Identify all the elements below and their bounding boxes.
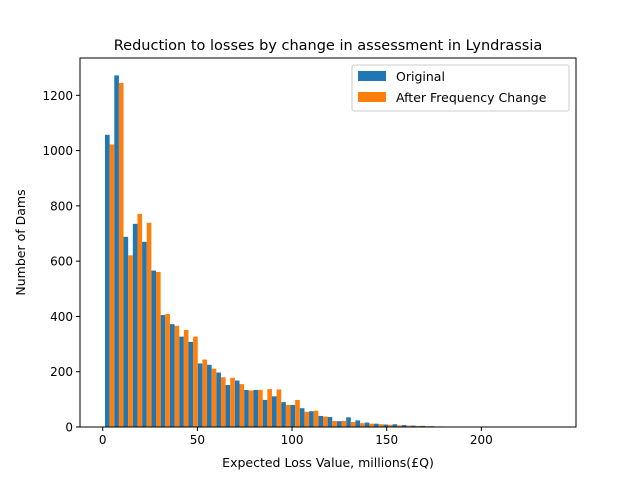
bar-series-1-bin-19 — [285, 404, 291, 427]
bar-series-0-bin-14 — [234, 380, 240, 427]
bar-series-0-bin-7 — [169, 324, 175, 427]
bar-series-1-bin-10 — [202, 359, 208, 427]
bars-group — [104, 75, 546, 427]
bar-series-1-bin-24 — [332, 420, 337, 427]
bar-series-0-bin-33 — [411, 425, 416, 427]
x-tick-label-3: 150 — [375, 433, 398, 447]
bar-series-1-bin-31 — [397, 425, 402, 427]
bar-series-0-bin-8 — [179, 336, 184, 427]
bar-series-1-bin-30 — [387, 424, 393, 427]
bar-series-1-bin-6 — [165, 313, 170, 427]
bar-series-1-bin-13 — [230, 377, 235, 427]
bar-series-0-bin-21 — [299, 408, 305, 427]
bar-series-0-bin-3 — [132, 223, 138, 427]
legend-swatch-0 — [358, 71, 386, 81]
plot-frame — [79, 57, 577, 428]
x-tick-label-4: 200 — [470, 433, 493, 447]
y-axis: 0 200 400 600 800 1000 1200 — [42, 89, 80, 435]
x-axis-label: Expected Loss Value, millions(£Q) — [222, 455, 434, 470]
bar-series-1-bin-32 — [406, 425, 412, 427]
bar-series-0-bin-5 — [151, 270, 157, 427]
bar-series-1-bin-4 — [146, 222, 152, 427]
y-tick-label-3: 600 — [50, 255, 73, 269]
y-tick-label-4: 800 — [50, 199, 73, 213]
bar-series-1-bin-2 — [128, 255, 133, 427]
bar-series-0-bin-31 — [392, 424, 398, 427]
bar-series-1-bin-5 — [156, 271, 161, 427]
legend-label-0: Original — [396, 69, 445, 84]
bar-series-0-bin-1 — [114, 75, 119, 427]
x-axis: 0 50 100 150 200 — [99, 427, 493, 447]
x-tick-label-2: 100 — [281, 433, 304, 447]
bar-series-1-bin-23 — [322, 416, 328, 427]
bar-series-0-bin-34 — [420, 425, 426, 427]
bar-series-0-bin-22 — [309, 411, 314, 427]
bar-series-0-bin-26 — [346, 417, 351, 427]
y-tick-label-6: 1200 — [42, 89, 73, 103]
bar-series-0-bin-11 — [207, 364, 212, 427]
bar-series-1-bin-26 — [350, 422, 356, 427]
x-tick-label-1: 50 — [190, 433, 205, 447]
bar-series-1-bin-1 — [118, 82, 124, 427]
bar-series-0-bin-15 — [244, 389, 249, 427]
bar-series-1-bin-12 — [220, 377, 226, 427]
bar-series-0-bin-25 — [336, 421, 342, 427]
bar-series-0-bin-13 — [225, 384, 231, 427]
legend-label-1: After Frequency Change — [396, 90, 547, 105]
bar-series-0-bin-18 — [271, 396, 277, 427]
bar-series-1-bin-21 — [304, 411, 310, 427]
bar-series-1-bin-20 — [295, 399, 300, 427]
bar-series-1-bin-8 — [183, 329, 189, 427]
bar-series-0-bin-32 — [401, 425, 407, 427]
bar-series-0-bin-4 — [142, 241, 147, 427]
legend-swatch-1 — [358, 92, 386, 102]
bar-series-0-bin-16 — [253, 389, 259, 427]
bar-series-1-bin-7 — [174, 325, 180, 427]
bar-series-1-bin-16 — [258, 389, 263, 427]
bar-series-1-bin-9 — [193, 336, 198, 427]
chart-title: Reduction to losses by change in assessm… — [114, 38, 543, 54]
bar-series-0-bin-20 — [290, 404, 296, 427]
y-tick-label-2: 400 — [50, 310, 73, 324]
y-axis-label: Number of Dams — [13, 189, 28, 295]
y-tick-label-5: 1000 — [42, 144, 73, 158]
bar-series-1-bin-17 — [267, 389, 272, 427]
bar-series-1-bin-11 — [211, 368, 217, 427]
bar-series-1-bin-0 — [109, 144, 115, 427]
bar-series-0-bin-27 — [355, 420, 361, 427]
bar-series-1-bin-27 — [360, 423, 365, 427]
bar-series-1-bin-3 — [137, 213, 143, 427]
bar-series-0-bin-19 — [281, 402, 286, 427]
bar-series-1-bin-18 — [276, 389, 282, 427]
bar-series-0-bin-17 — [262, 399, 268, 427]
bar-series-0-bin-2 — [123, 236, 129, 427]
bar-series-0-bin-29 — [374, 423, 379, 427]
bar-series-0-bin-9 — [188, 341, 194, 427]
y-tick-label-1: 200 — [50, 365, 73, 379]
legend-box — [351, 64, 570, 112]
bar-series-1-bin-28 — [369, 423, 374, 427]
bar-series-1-bin-14 — [239, 384, 245, 427]
bar-series-1-bin-29 — [378, 424, 384, 427]
bar-series-1-bin-22 — [313, 410, 319, 427]
bar-series-1-bin-33 — [415, 425, 421, 427]
bar-series-0-bin-28 — [364, 422, 370, 427]
bar-series-1-bin-15 — [248, 390, 254, 427]
bar-series-0-bin-10 — [197, 363, 203, 427]
bar-series-0-bin-6 — [160, 315, 166, 427]
bar-series-0-bin-30 — [383, 424, 388, 427]
bar-series-1-bin-25 — [341, 420, 347, 427]
legend: Original After Frequency Change — [351, 64, 570, 112]
bar-series-0-bin-0 — [104, 134, 110, 427]
bar-series-0-bin-12 — [216, 372, 221, 427]
bar-series-0-bin-24 — [327, 417, 333, 427]
y-tick-label-0: 0 — [65, 421, 73, 435]
bar-series-0-bin-23 — [318, 415, 323, 427]
x-tick-label-0: 0 — [99, 433, 107, 447]
